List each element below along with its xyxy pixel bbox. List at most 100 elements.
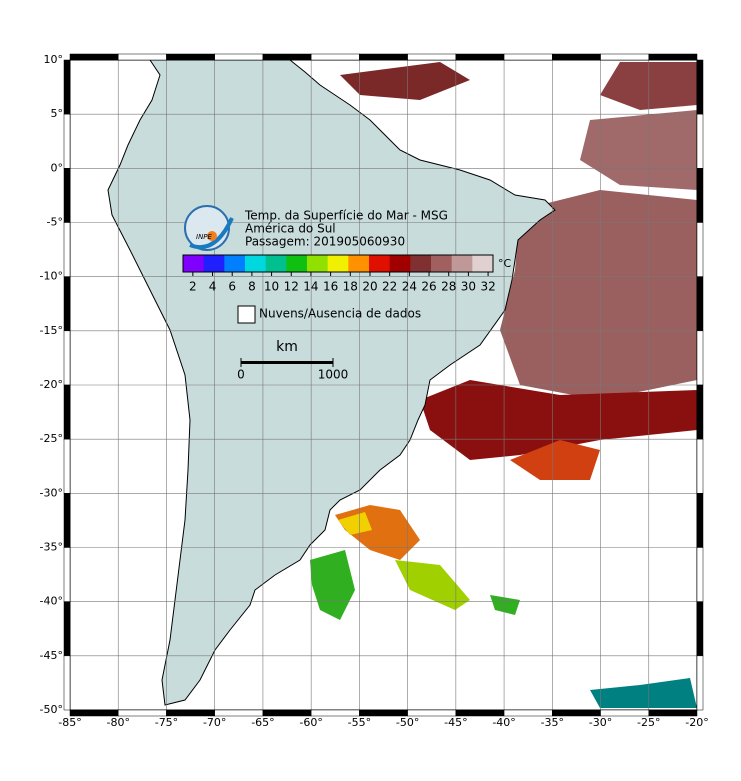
sst-patch [500,190,697,400]
colorbar-tick-label: 22 [382,280,397,294]
colorbar-segment [327,255,349,272]
colorbar-tick-label: 32 [480,280,495,294]
title: Temp. da Superfície do Mar - MSG [244,209,448,223]
colorbar-unit: °C [498,257,512,270]
logo-text: INPE [196,233,213,241]
x-tick-label: -50° [396,716,419,729]
border-segment [696,59,704,115]
border-segment [600,53,650,61]
logo-arrow [189,217,234,250]
sst-patch [510,440,600,480]
y-tick-label: 5° [51,107,64,120]
sst-patches [310,62,697,708]
y-tick-label: -15° [40,324,63,337]
x-tick-label: -20° [685,716,708,729]
y-tick-label: -50° [40,703,63,716]
border-segment [648,53,698,61]
x-tick-label: -80° [106,716,129,729]
sst-patch [310,550,355,620]
border-segment [696,384,704,440]
colorbar-segment [265,255,287,272]
colorbar-tick-label: 28 [441,280,456,294]
logo-circle [184,205,230,251]
x-tick-label: -85° [58,716,81,729]
border-segment [214,53,264,61]
border-segment [696,168,704,223]
colorbar-tick-label: 16 [323,280,338,294]
border-segment [166,53,215,61]
border-segment [310,53,360,61]
border-segment [63,655,71,711]
scale-bar: km 0 1000 [237,339,348,382]
y-tick-label: -30° [40,486,63,499]
border-segment [696,330,704,386]
border-segment [696,601,704,657]
border-segment [63,601,71,657]
y-tick-label: -20° [40,378,63,391]
legend-label: Nuvens/Ausencia de dados [259,307,421,321]
border-segment [696,438,704,494]
colorbar-tick-label: 24 [402,280,417,294]
x-tick-label: -75° [155,716,178,729]
border-segment [117,53,167,61]
sst-patch [590,678,697,708]
colorbar-segment [245,255,267,272]
colorbar-segment [451,255,473,272]
colorbar: 2 4 6 8 10 12 14 16 18 20 22 24 26 28 30 32 [182,254,496,294]
scale-line [241,361,333,364]
colorbar-segment [348,255,370,272]
border-segment [69,53,119,61]
colorbar-tick-label: 10 [264,280,279,294]
border-segment [63,384,71,440]
border-segment [63,59,71,115]
y-tick-label: -25° [40,432,63,445]
colorbar-tick-label: 26 [421,280,436,294]
colorbar-frame [182,254,494,273]
colorbar-tick-label: 30 [461,280,476,294]
colorbar-segment [369,255,391,272]
y-tick-label: 0° [51,161,64,174]
colorbar-tick-label: 4 [209,280,217,294]
colorbar-tick-label: 18 [343,280,358,294]
border-segment [63,222,71,277]
border-segment [696,547,704,602]
border-segment [63,493,71,548]
border-segment [648,709,698,717]
colorbar-segment [286,255,308,272]
colorbar-segment [307,255,329,272]
border-segment [63,113,71,169]
border-segment [63,276,71,332]
border-segment [503,53,553,61]
x-tick-label: -45° [444,716,467,729]
y-tick-label: 10° [44,53,64,66]
border-segment [455,53,505,61]
y-tick-label: -10° [40,270,63,283]
x-tick-label: -65° [251,716,274,729]
border-segment [262,53,312,61]
y-tick-label: -40° [40,595,63,608]
logo-dot [207,231,217,241]
y-tick-label: -35° [40,541,63,554]
border-segment [359,53,408,61]
colorbar-tick-label: 6 [228,280,236,294]
sst-patch [338,512,372,535]
border-segment [63,547,71,602]
colorbar-segment [183,255,205,272]
sst-patch [420,380,697,460]
border-segment [63,168,71,223]
colorbar-tick-label: 14 [303,280,318,294]
sst-patch [340,62,470,100]
x-tick-label: -40° [492,716,515,729]
border-segment [696,493,704,548]
border-segment [696,276,704,332]
axes: -85° -80° -75° -70° -65° -60° -55° -50° -45° -40°… [40,53,709,729]
x-tick-label: -25° [637,716,660,729]
colorbar-segment [203,255,225,272]
border-segment [552,53,601,61]
sst-patch [490,595,520,615]
border-segment [696,655,704,711]
colorbar-segment [431,255,453,272]
scale-tick-label: 1000 [318,368,349,382]
logo: INPE [184,205,234,251]
colorbar-segment [472,255,494,272]
